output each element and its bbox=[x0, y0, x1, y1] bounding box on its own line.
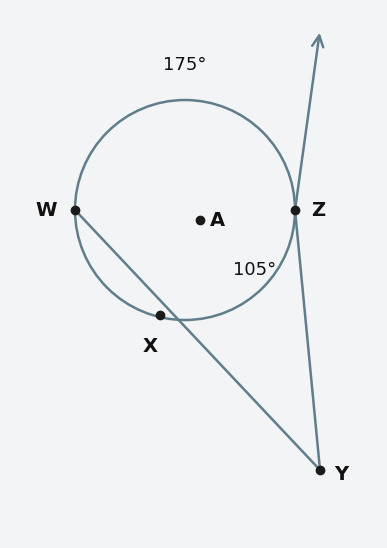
Text: W: W bbox=[36, 201, 57, 220]
Text: A: A bbox=[210, 210, 225, 230]
Text: Y: Y bbox=[334, 465, 348, 484]
Text: 105°: 105° bbox=[233, 261, 277, 279]
Text: Z: Z bbox=[311, 201, 325, 220]
Text: 175°: 175° bbox=[163, 56, 207, 74]
Text: X: X bbox=[142, 337, 158, 356]
